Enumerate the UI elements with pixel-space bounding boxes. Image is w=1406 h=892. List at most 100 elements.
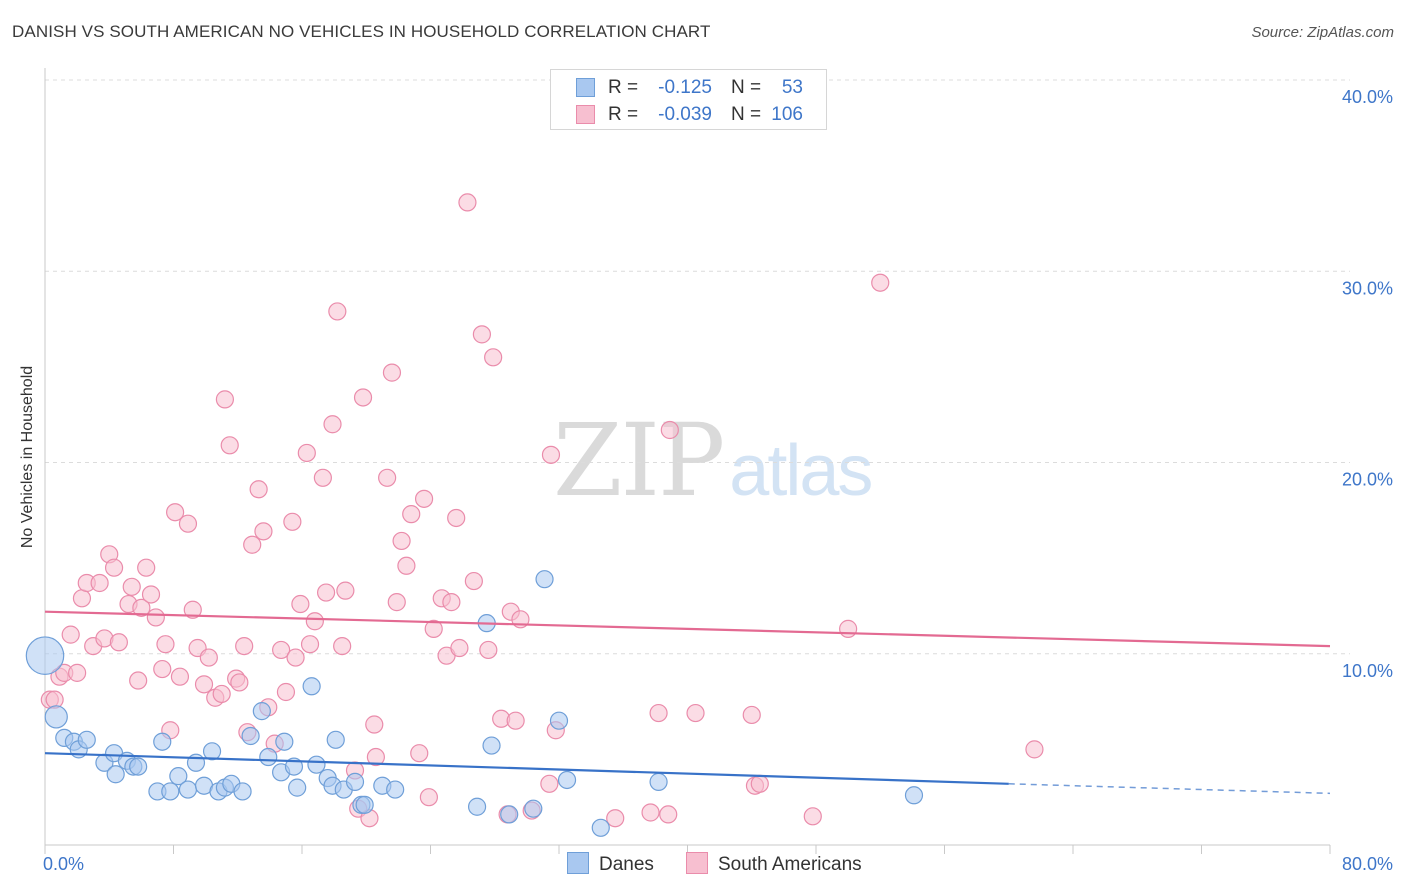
south-americans-point: [141, 585, 161, 604]
legend-label: Danes: [599, 854, 654, 875]
south-americans-swatch: [576, 105, 595, 124]
south-americans-point: [286, 648, 305, 667]
legend-label: South Americans: [718, 854, 862, 875]
south-americans-point: [450, 638, 469, 658]
south-americans-point: [61, 625, 80, 644]
danes-point: [557, 770, 577, 790]
south-americans-point: [366, 747, 385, 767]
south-americans-point: [1025, 740, 1044, 759]
danes-point: [326, 730, 345, 749]
south-americans-point: [328, 302, 347, 321]
south-americans-point: [215, 390, 234, 409]
south-americans-point: [109, 633, 128, 652]
danes-point: [161, 782, 180, 801]
south-americans-point: [506, 711, 525, 730]
legend-row-danes: R = -0.125 N = 53: [551, 74, 826, 100]
south-americans-point: [649, 703, 668, 723]
south-americans-point: [153, 659, 172, 679]
y-tick-label: 30.0%: [1342, 278, 1393, 298]
legend-item-south-americans[interactable]: South Americans: [686, 852, 862, 876]
south-americans-point: [464, 571, 483, 591]
south-americans-point: [479, 640, 498, 660]
stats-legend: R = -0.125 N = 53 R = -0.039 N = 106: [550, 69, 827, 130]
south-americans-point: [183, 600, 202, 619]
south-americans-point: [146, 608, 165, 627]
danes-point: [288, 778, 307, 797]
south-americans-point: [170, 667, 190, 686]
south-americans-point: [333, 636, 352, 656]
danes-point: [25, 636, 65, 675]
south-americans-point: [220, 436, 239, 455]
south-americans-point: [472, 325, 491, 344]
y-axis-label: No Vehicles in Household: [19, 365, 36, 549]
danes-point: [106, 765, 125, 784]
danes-point: [202, 742, 222, 761]
danes-point: [345, 772, 365, 791]
south-americans-point: [458, 193, 477, 212]
south-americans-point: [442, 593, 461, 612]
south-americans-point: [397, 556, 416, 575]
legend-row-south-americans: R = -0.039 N = 106: [551, 101, 826, 127]
south-americans-point: [132, 598, 151, 617]
danes-point: [524, 799, 543, 818]
danes-swatch: [567, 852, 589, 874]
south-americans-point: [291, 594, 310, 614]
r-label: R =: [608, 104, 639, 125]
south-americans-point: [122, 577, 141, 596]
watermark-zip: ZIP: [553, 402, 725, 519]
south-americans-point: [276, 682, 296, 702]
south-americans-point: [750, 774, 769, 793]
south-americans-point: [606, 809, 625, 828]
south-americans-point: [641, 803, 660, 822]
south-americans-point: [484, 348, 503, 367]
south-americans-point: [871, 273, 890, 292]
danes-trend-line: [44, 752, 1009, 785]
watermark-atlas: atlas: [729, 431, 873, 511]
south-americans-point: [90, 573, 109, 593]
south-americans-point: [243, 535, 262, 554]
y-tick-label: 40.0%: [1342, 87, 1393, 107]
y-tick-label: 10.0%: [1342, 661, 1393, 681]
south-americans-point: [387, 593, 406, 612]
south-americans-point: [803, 807, 822, 826]
n-value: 53: [781, 77, 803, 98]
watermark: ZIPatlas: [553, 402, 873, 519]
south-americans-point: [378, 468, 397, 487]
danes-trend-extension: [1008, 783, 1331, 795]
south-americans-point: [660, 420, 679, 440]
south-americans-point: [392, 531, 411, 551]
south-americans-point: [297, 443, 316, 463]
danes-point: [241, 726, 260, 746]
n-label: N =: [731, 77, 762, 98]
danes-point: [44, 705, 68, 729]
south-americans-point: [424, 619, 443, 638]
south-americans-point: [659, 805, 678, 824]
south-americans-point: [686, 703, 705, 723]
south-americans-point: [414, 489, 434, 508]
south-americans-point: [178, 514, 198, 533]
danes-point: [535, 570, 554, 589]
south-americans-point: [402, 505, 421, 524]
danes-swatch: [576, 78, 595, 97]
south-americans-point: [235, 636, 254, 656]
south-americans-point: [305, 612, 324, 631]
south-americans-point: [283, 512, 302, 531]
south-americans-point: [742, 705, 761, 725]
south-americans-point: [194, 675, 214, 694]
danes-point: [302, 677, 321, 696]
south-americans-point: [72, 589, 92, 608]
legend-item-danes[interactable]: Danes: [567, 852, 654, 876]
danes-point: [233, 782, 252, 801]
south-americans-point: [166, 503, 185, 522]
r-label: R =: [608, 77, 639, 98]
south-americans-point: [129, 671, 148, 690]
danes-point: [591, 818, 610, 837]
south-americans-point: [540, 774, 559, 793]
r-value: -0.125: [658, 77, 712, 98]
danes-point: [307, 755, 326, 774]
x-tick-label: 0.0%: [43, 854, 84, 874]
south-americans-point: [300, 635, 320, 654]
south-americans-point: [199, 648, 218, 667]
chart-title: DANISH VS SOUTH AMERICAN NO VEHICLES IN …: [12, 22, 711, 41]
danes-point: [153, 732, 172, 751]
